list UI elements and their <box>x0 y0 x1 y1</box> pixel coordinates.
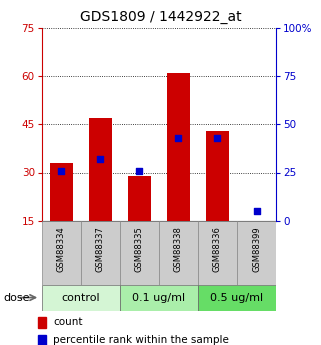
Point <box>176 135 181 140</box>
Bar <box>38 335 46 345</box>
Bar <box>42 221 81 285</box>
Bar <box>198 285 276 310</box>
Text: percentile rank within the sample: percentile rank within the sample <box>53 335 229 345</box>
Bar <box>42 285 120 310</box>
Text: GSM88334: GSM88334 <box>57 226 66 272</box>
Bar <box>120 221 159 285</box>
Point <box>215 135 220 140</box>
Text: 0.5 ug/ml: 0.5 ug/ml <box>211 293 264 303</box>
Text: GSM88337: GSM88337 <box>96 226 105 272</box>
Bar <box>120 285 198 310</box>
Text: GSM88399: GSM88399 <box>252 226 261 272</box>
Point <box>137 168 142 173</box>
Bar <box>206 131 229 221</box>
Bar <box>49 163 73 221</box>
Text: count: count <box>53 317 82 327</box>
Bar <box>89 118 112 221</box>
Point <box>98 156 103 162</box>
Text: GDS1809 / 1442922_at: GDS1809 / 1442922_at <box>80 10 241 24</box>
Bar <box>128 176 151 221</box>
Point <box>254 208 259 214</box>
Bar <box>198 221 237 285</box>
Text: dose: dose <box>3 293 30 303</box>
Text: GSM88336: GSM88336 <box>213 226 222 272</box>
Bar <box>81 221 120 285</box>
Bar <box>167 73 190 221</box>
Bar <box>159 221 198 285</box>
Text: GSM88335: GSM88335 <box>135 226 144 272</box>
Text: 0.1 ug/ml: 0.1 ug/ml <box>132 293 186 303</box>
Bar <box>38 317 46 328</box>
Text: GSM88338: GSM88338 <box>174 226 183 272</box>
Text: control: control <box>62 293 100 303</box>
Bar <box>237 221 276 285</box>
Point <box>59 168 64 173</box>
